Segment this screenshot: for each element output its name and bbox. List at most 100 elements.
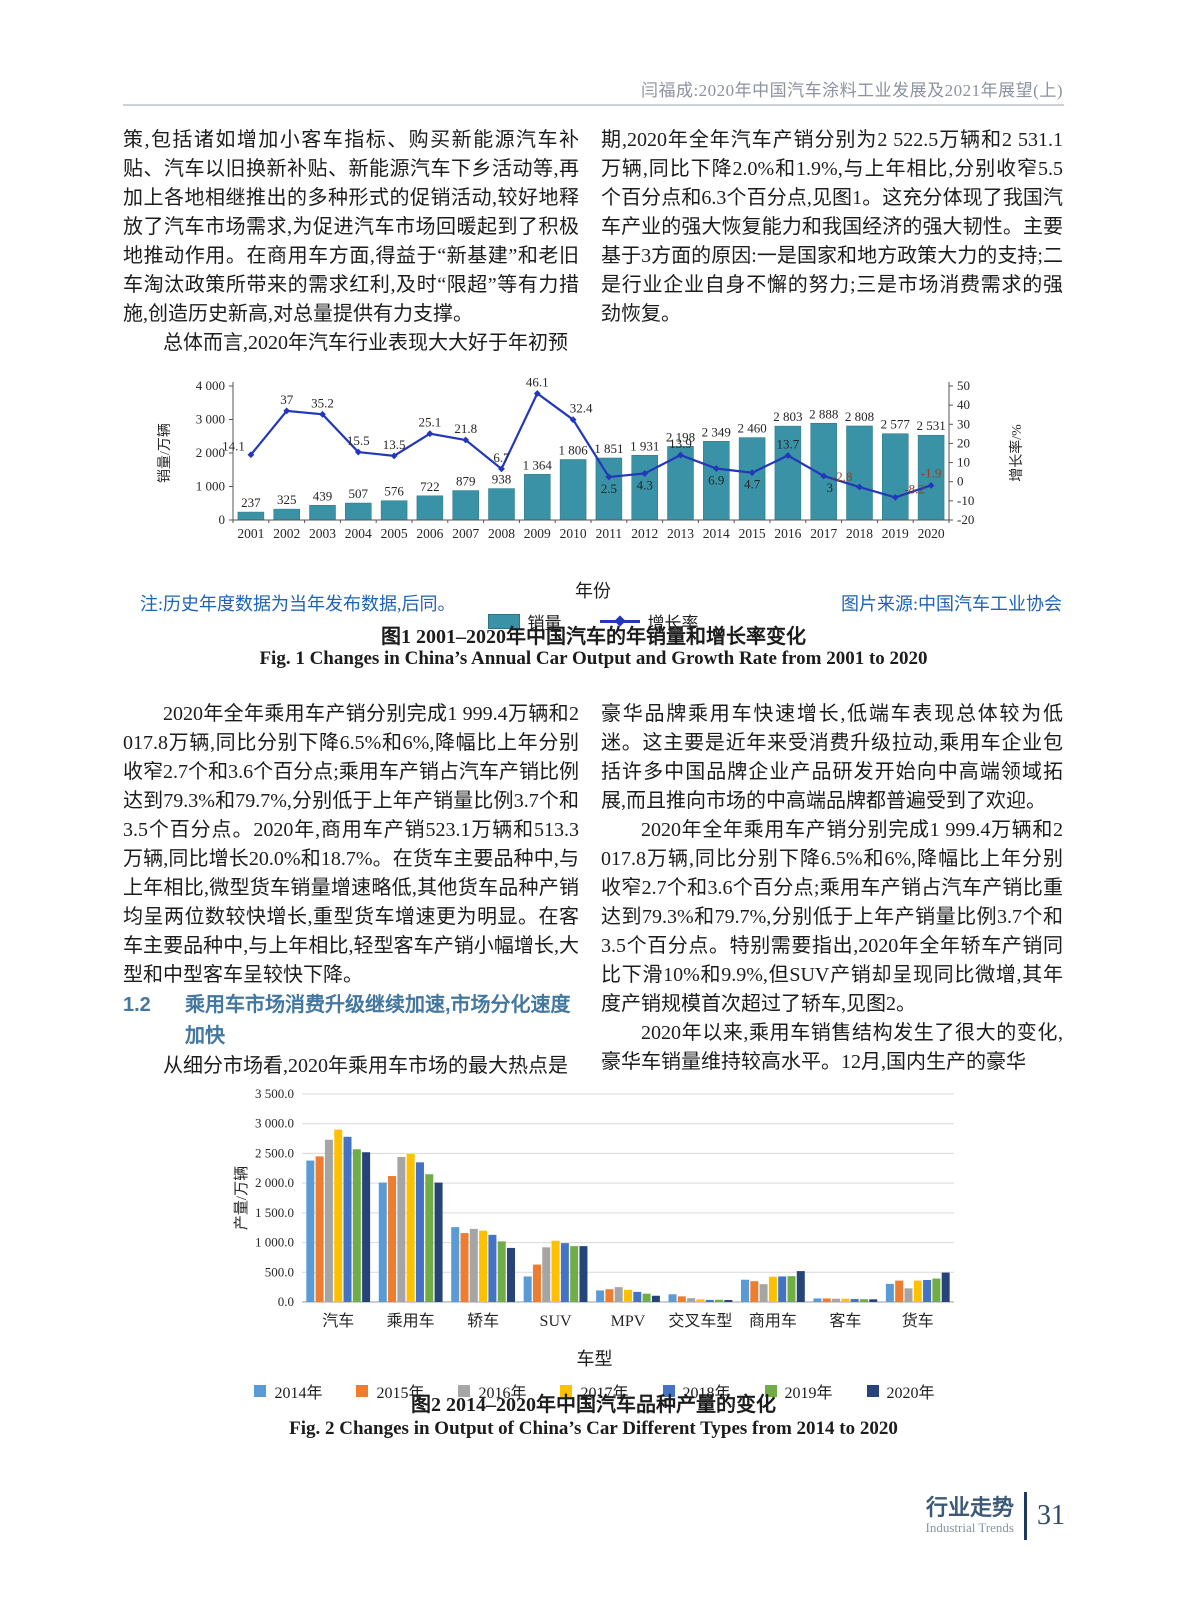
- sales-bars: 237 325 439 507 576 722 879 938 1 364 1 806 1 851 1…: [237, 406, 946, 521]
- svg-text:25.1: 25.1: [419, 415, 442, 430]
- svg-text:722: 722: [420, 479, 440, 494]
- svg-text:2005: 2005: [381, 526, 408, 541]
- svg-text:2003: 2003: [309, 526, 336, 541]
- bar-series-2016年: [324, 1139, 913, 1302]
- svg-text:-20: -20: [957, 512, 974, 527]
- svg-text:2012: 2012: [631, 526, 658, 541]
- fig1-caption-en: Fig. 1 Changes in China’s Annual Car Out…: [259, 648, 928, 669]
- year-swatch-icon: [254, 1385, 267, 1397]
- svg-text:3 500.0: 3 500.0: [255, 1086, 294, 1101]
- legend-label: 2017年: [580, 1385, 629, 1402]
- fig1-xaxis-title: 年份: [575, 581, 611, 601]
- svg-text:4 000: 4 000: [196, 378, 225, 393]
- top-right-column: 期,2020年全年汽车产销分别为2 522.5万辆和2 531.1万辆,同比下降…: [601, 126, 1063, 329]
- svg-text:2 808: 2 808: [845, 409, 874, 424]
- svg-text:35.2: 35.2: [311, 395, 334, 410]
- svg-text:32.4: 32.4: [570, 401, 593, 416]
- svg-text:2009: 2009: [524, 526, 551, 541]
- legend-label: 2014年: [274, 1385, 323, 1402]
- paragraph: 总体而言,2020年汽车行业表现大大好于年初预: [163, 332, 568, 354]
- sales-swatch-icon: [487, 614, 520, 629]
- svg-text:2002: 2002: [273, 526, 300, 541]
- svg-text:3 000: 3 000: [196, 412, 225, 427]
- svg-text:2 460: 2 460: [737, 421, 766, 436]
- svg-text:439: 439: [313, 488, 333, 503]
- svg-text:交叉车型: 交叉车型: [668, 1312, 732, 1330]
- svg-text:6.9: 6.9: [708, 473, 724, 488]
- bar-series-2020年: [362, 1152, 950, 1302]
- svg-text:2006: 2006: [416, 526, 443, 541]
- svg-text:6.7: 6.7: [493, 450, 510, 465]
- bar-series-2019年: [352, 1149, 941, 1302]
- growth-line-icon: [599, 615, 640, 627]
- fig2-chart: 0.0 500.0 1 000.0 1 500.0 2 000.0 2 500.0 3 00…: [233, 1086, 954, 1330]
- legend-label: 2018年: [682, 1385, 731, 1402]
- svg-text:938: 938: [492, 472, 512, 487]
- svg-text:1 931: 1 931: [630, 438, 659, 453]
- bar-series-2017年: [334, 1129, 922, 1302]
- paragraph: 豪华品牌乘用车快速增长,低端车表现总体较为低迷。这主要是近年来受消费升级拉动,乘…: [601, 703, 1063, 812]
- svg-text:2011: 2011: [596, 526, 623, 541]
- svg-text:2019: 2019: [882, 526, 909, 541]
- svg-text:2 577: 2 577: [881, 417, 911, 432]
- svg-text:增长率/%: 增长率/%: [1008, 424, 1025, 482]
- svg-text:325: 325: [277, 492, 297, 507]
- fig1-note: 注:历史年度数据为当年发布数据,后同。: [140, 594, 456, 614]
- svg-text:10: 10: [957, 455, 970, 470]
- legend-label: 2020年: [886, 1385, 935, 1402]
- legend-item-2017年: 2017年: [560, 1379, 629, 1403]
- svg-text:-10: -10: [957, 493, 974, 508]
- svg-text:2016: 2016: [774, 526, 801, 541]
- svg-text:1 000.0: 1 000.0: [255, 1235, 294, 1250]
- svg-text:2010: 2010: [560, 526, 587, 541]
- page-number: 31: [1037, 1500, 1065, 1531]
- legend-item-2019年: 2019年: [764, 1379, 833, 1403]
- page-footer: 行业走势 Industrial Trends 31: [700, 1492, 1065, 1540]
- top-left-column: 策,包括诸如增加小客车指标、购买新能源汽车补贴、汽车以旧换新补贴、新能源汽车下乡…: [123, 126, 579, 358]
- svg-text:客车: 客车: [829, 1312, 861, 1330]
- legend-label: 销量: [527, 614, 562, 633]
- svg-text:2 000.0: 2 000.0: [255, 1175, 294, 1190]
- svg-text:14.1: 14.1: [222, 439, 245, 454]
- fig1-notes: 注:历史年度数据为当年发布数据,后同。 图片来源:中国汽车工业协会: [140, 590, 1062, 616]
- svg-text:乘用车: 乘用车: [387, 1312, 435, 1330]
- footer-section-cn: 行业走势: [925, 1495, 1014, 1520]
- svg-text:50: 50: [957, 378, 970, 393]
- fig1-caption-cn: 图1 2001–2020年中国汽车的年销量和增长率变化: [381, 626, 806, 648]
- paragraph: 2020年全年乘用车产销分别完成1 999.4万辆和2 017.8万辆,同比分别…: [601, 819, 1063, 1015]
- svg-text:2001: 2001: [237, 526, 264, 541]
- svg-text:4.3: 4.3: [637, 477, 653, 492]
- legend-item-2015年: 2015年: [356, 1379, 424, 1403]
- svg-text:2007: 2007: [452, 526, 479, 541]
- svg-text:3: 3: [826, 480, 833, 495]
- legend-label: 2015年: [376, 1385, 425, 1402]
- svg-text:2008: 2008: [488, 526, 515, 541]
- svg-text:2014: 2014: [703, 526, 730, 541]
- legend-label: 2019年: [784, 1385, 833, 1402]
- svg-text:-1.9: -1.9: [921, 465, 942, 480]
- paragraph: 策,包括诸如增加小客车指标、购买新能源汽车补贴、汽车以旧换新补贴、新能源汽车下乡…: [123, 129, 579, 325]
- legend-label: 2016年: [478, 1385, 527, 1402]
- svg-text:2 349: 2 349: [702, 424, 731, 439]
- svg-text:2 000: 2 000: [196, 445, 225, 460]
- section-number: 1.2: [123, 994, 151, 1016]
- paragraph: 从细分市场看,2020年乘用车市场的最大热点是: [163, 1055, 568, 1077]
- svg-text:13.7: 13.7: [777, 436, 800, 451]
- svg-text:507: 507: [349, 486, 369, 501]
- legend-item-sales: 销量: [487, 609, 562, 634]
- mid-right-column: 豪华品牌乘用车快速增长,低端车表现总体较为低迷。这主要是近年来受消费升级拉动,乘…: [601, 700, 1063, 1077]
- svg-text:1 364: 1 364: [523, 457, 553, 472]
- fig1-legend: 销量 增长率: [133, 609, 1053, 634]
- paragraph: 2020年全年乘用车产销分别完成1 999.4万辆和2 017.8万辆,同比分别…: [123, 703, 579, 986]
- header-rule: [123, 104, 1064, 106]
- svg-text:2 803: 2 803: [773, 409, 802, 424]
- svg-text:1 806: 1 806: [558, 442, 588, 457]
- svg-text:-2.8: -2.8: [832, 469, 853, 484]
- svg-text:20: 20: [957, 435, 970, 450]
- section-title: 乘用车市场消费升级继续加速,市场分化速度加快: [185, 994, 571, 1047]
- year-swatch-icon: [866, 1385, 879, 1397]
- svg-text:879: 879: [456, 474, 476, 489]
- svg-text:0: 0: [219, 512, 226, 527]
- svg-text:2 198: 2 198: [666, 429, 695, 444]
- legend-item-2014年: 2014年: [254, 1379, 322, 1403]
